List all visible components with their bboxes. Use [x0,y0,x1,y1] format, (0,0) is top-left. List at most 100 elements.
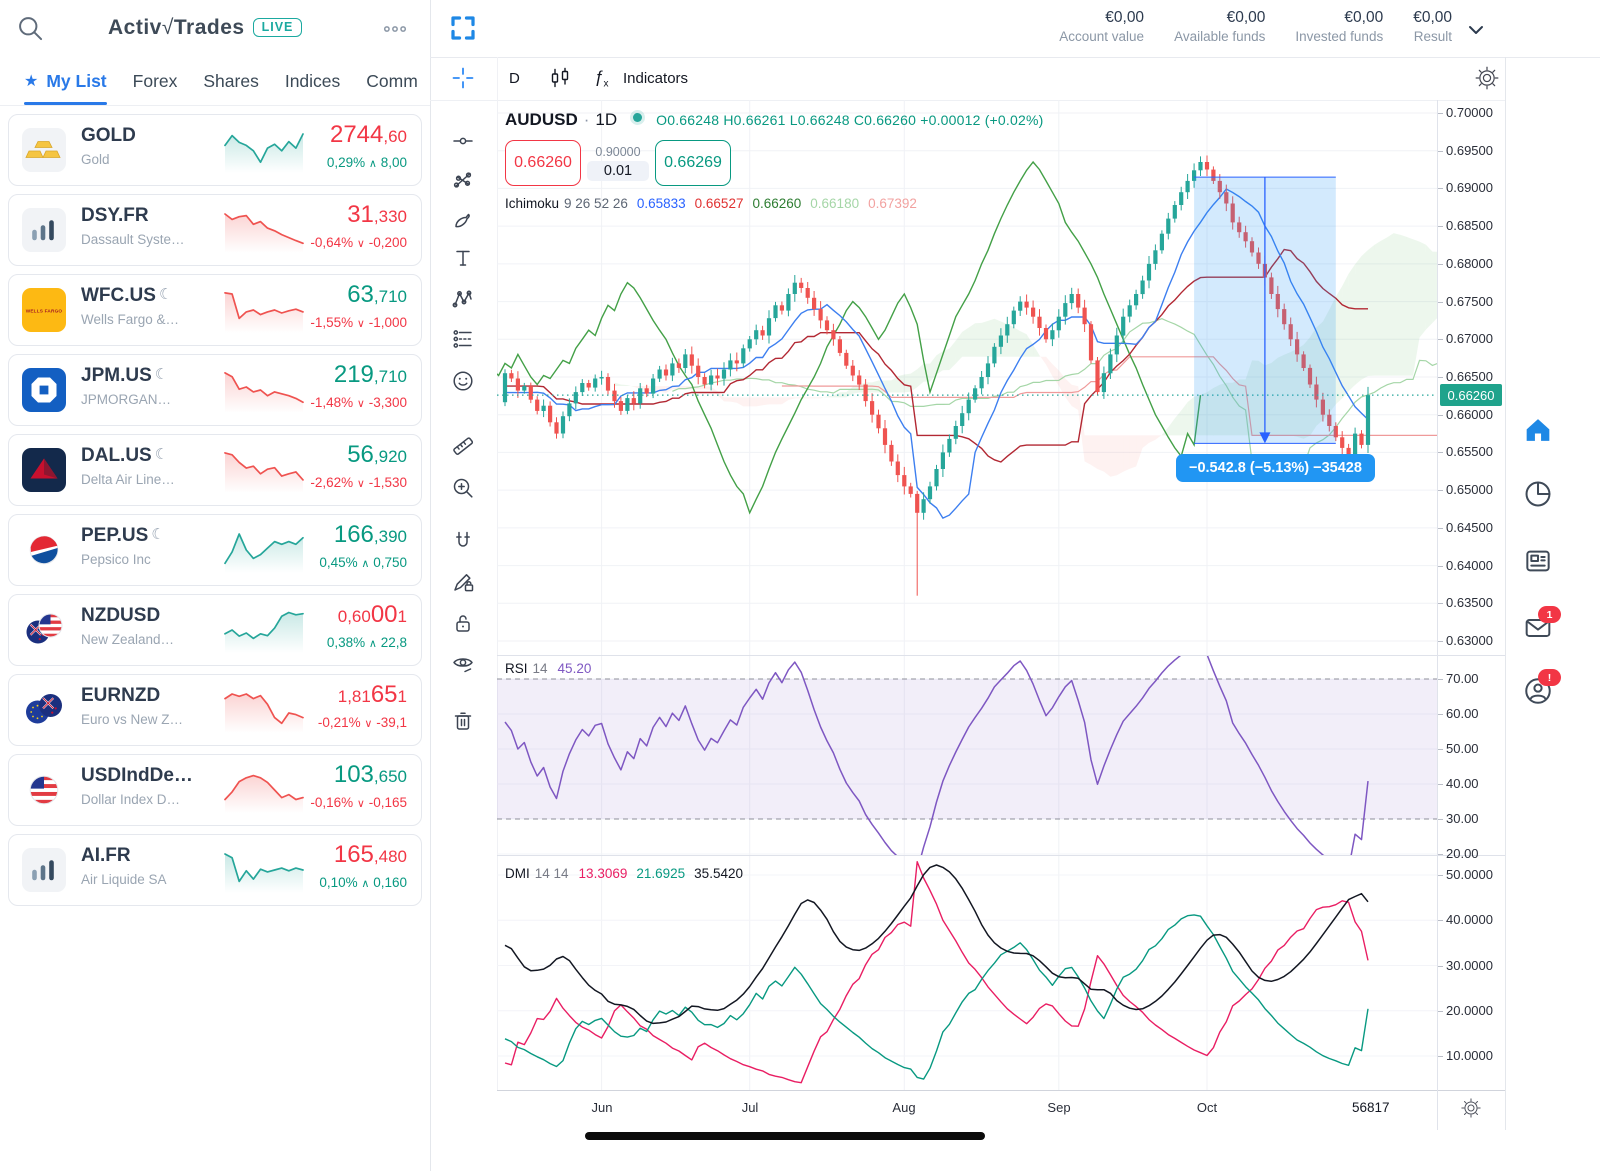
watchlist-item-wfcus[interactable]: WELLS FARGO WFC.US ☾ Wells Fargo &… 63,710 -1… [8,274,422,346]
profile-icon[interactable]: ! [1522,669,1561,707]
tab-comm[interactable]: Comm [366,70,418,91]
instrument-icon-dal [22,448,66,492]
text-icon[interactable] [451,246,475,270]
price-chart[interactable] [497,100,1437,655]
axis-tick [1437,151,1443,152]
measure-tool-label[interactable]: −0.542.8 (−5.13%) −35428 [1176,454,1375,482]
sparkline [224,452,304,493]
instrument-change: -0,21% ∨ -39,1 [317,715,407,730]
instrument-price: 0,60001 [337,601,407,628]
rail-separator [1505,57,1506,1130]
instrument-name: Delta Air Line… [81,472,175,487]
axis-tick [1437,339,1443,340]
emoji-icon[interactable] [451,369,475,393]
pie-chart-icon[interactable] [1522,478,1554,510]
account-metric-available-funds: €0,00 Available funds [1174,9,1266,44]
notification-badge: 1 [1538,606,1561,623]
tab-my-list[interactable]: ★ My List [24,57,107,105]
xabcd-pattern-icon[interactable] [451,287,475,311]
pitchfork-icon[interactable] [451,168,475,192]
trash-icon[interactable] [451,709,475,733]
watchlist-item-aifr[interactable]: AI.FR Air Liquide SA 165,480 0,10% ∧ 0,160 [8,834,422,906]
trade-panel: 0.66260 0.90000 0.01 0.66269 [505,140,731,186]
sell-button[interactable]: 0.66260 [505,140,581,186]
price-tick-label: 0.64000 [1446,558,1493,573]
chevron-down-icon[interactable] [1464,18,1488,42]
watchlist-item-dalus[interactable]: DAL.US ☾ Delta Air Line… 56,920 -2,62% ∨ -1,… [8,434,422,506]
instrument-symbol: WFC.US ☾ [81,285,173,306]
chart-settings-gear-icon[interactable] [1474,65,1500,91]
time-axis-separator [497,1090,1505,1091]
zoom-in-icon[interactable] [451,476,475,500]
crosshair-icon[interactable] [451,66,475,90]
ichimoku-value: 0.67392 [868,196,917,211]
pane-separator[interactable] [497,855,1505,856]
price-tick-label: 0.63500 [1446,595,1493,610]
brush-icon[interactable] [451,208,475,232]
search-icon[interactable] [16,14,44,42]
sparkline [224,213,304,253]
eye-icon[interactable] [451,652,475,676]
price-tick-label: 0.64500 [1446,520,1493,535]
chart-timeframe-label: 1D [595,110,618,129]
pane-separator[interactable] [497,655,1505,656]
trend-line-icon[interactable] [451,129,475,153]
timeframe-button[interactable]: D [509,70,520,87]
quantity-stepper[interactable]: 0.01 [587,161,649,181]
axis-tick [1437,113,1443,114]
fx-icon[interactable]: ƒx [594,67,609,90]
mail-icon[interactable]: 1 [1522,606,1561,644]
price-tick-label: 0.66500 [1446,369,1493,384]
rsi-chart[interactable] [497,655,1437,855]
axis-tick [1437,819,1443,820]
trade-amount: 0.90000 [595,145,641,159]
home-icon[interactable] [1522,414,1554,446]
watchlist-item-eurnzd[interactable]: EURNZD Euro vs New Z… 1,81651 -0,21% ∨ -39,… [8,674,422,746]
instrument-symbol: AI.FR [81,845,131,866]
chart-symbol[interactable]: AUDUSD [505,110,578,129]
instrument-name: Euro vs New Z… [81,712,184,727]
sparkline [224,133,304,173]
ichimoku-legend: Ichimoku 9 26 52 26 0.65833 0.66527 0.66260 0… [505,196,917,211]
dmi-chart[interactable] [497,855,1437,1090]
instrument-change: 0,10% ∧ 0,160 [319,875,407,890]
watchlist-item-gold[interactable]: GOLD Gold 2744,60 0,29% ∧ 8,00 [8,114,422,186]
account-summary: €0,00 Account value €0,00 Available funds €0… [1059,9,1452,44]
instrument-price: 219,710 [333,361,407,388]
price-tick-label: 0.68500 [1446,218,1493,233]
lock-icon[interactable] [451,611,475,635]
fullscreen-icon[interactable] [448,13,478,43]
home-indicator-bar[interactable] [585,1132,985,1140]
watchlist-item-usdindde[interactable]: USDIndDe… Dollar Index D… 103,650 -0,16% ∨ … [8,754,422,826]
tab-indices[interactable]: Indices [284,70,341,91]
tab-forex[interactable]: Forex [132,70,178,91]
watchlist-item-dsyfr[interactable]: DSY.FR Dassault Syste… 31,330 -0,64% ∨ -0,2… [8,194,422,266]
instrument-change: -2,62% ∨ -1,530 [310,475,407,490]
instrument-name: Air Liquide SA [81,872,167,887]
magnet-icon[interactable] [451,529,475,553]
ichimoku-value: 0.65833 [636,196,686,211]
buy-button[interactable]: 0.66269 [655,140,731,186]
axis-settings-gear-icon[interactable] [1460,1097,1482,1119]
sparkline [224,292,304,333]
ruler-icon[interactable] [451,434,475,458]
draw-lock-icon[interactable] [451,570,475,594]
watchlist-item-jpmus[interactable]: JPM.US ☾ JPMORGAN… 219,710 -1,48% ∨ -3,300 [8,354,422,426]
tab-shares[interactable]: Shares [203,70,259,91]
watchlist-item-pepus[interactable]: PEP.US ☾ Pepsico Inc 166,390 0,45% ∧ 0,750 [8,514,422,586]
position-icon[interactable] [451,327,475,351]
axis-tick [1437,452,1443,453]
rsi-header: RSI 14 45.20 [505,661,591,676]
sparkline [224,774,304,813]
instrument-name: Wells Fargo &… [81,312,180,327]
sparkline [224,693,304,733]
price-tick-label: 0.69500 [1446,143,1493,158]
watchlist-item-nzdusd[interactable]: NZDUSD New Zealand… 0,60001 0,38% ∧ 22,8 [8,594,422,666]
chart-type-candles-icon[interactable] [548,66,572,90]
dmi-adx-value: 35.5420 [694,866,743,881]
indicators-button[interactable]: Indicators [623,70,689,87]
news-icon[interactable] [1522,545,1554,577]
instrument-change: -1,55% ∨ -1,000 [310,315,407,330]
overflow-menu-icon[interactable] [382,16,408,42]
watchlist-header: Activ√Trades LIVE [0,0,430,57]
